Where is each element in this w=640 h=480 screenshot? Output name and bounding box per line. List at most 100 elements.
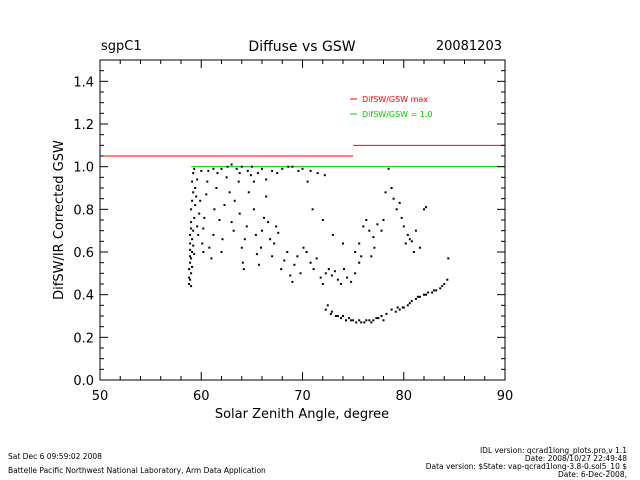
data-point bbox=[375, 317, 378, 320]
data-point bbox=[203, 216, 206, 219]
data-point bbox=[297, 169, 300, 172]
data-point bbox=[299, 272, 302, 275]
data-point bbox=[235, 167, 238, 170]
data-point bbox=[230, 221, 233, 224]
data-point bbox=[350, 280, 353, 283]
data-point bbox=[267, 221, 270, 224]
data-point bbox=[309, 261, 312, 264]
y-axis-label: DifSW/IR Corrected GSW bbox=[52, 140, 67, 300]
data-point bbox=[188, 268, 191, 271]
data-point bbox=[311, 208, 314, 211]
x-tick-label: 70 bbox=[294, 389, 311, 404]
data-point bbox=[333, 270, 336, 273]
data-point bbox=[363, 321, 366, 324]
data-point bbox=[271, 169, 274, 172]
data-point bbox=[191, 265, 194, 268]
data-point bbox=[416, 295, 419, 298]
data-point bbox=[281, 167, 284, 170]
data-point bbox=[395, 208, 398, 211]
data-point bbox=[286, 251, 289, 253]
data-point bbox=[261, 229, 263, 232]
y-tick-label: 0.8 bbox=[73, 203, 94, 218]
data-point bbox=[265, 178, 268, 181]
legend-label: DifSW/GSW = 1.0 bbox=[362, 110, 433, 119]
data-point bbox=[254, 233, 257, 236]
data-point bbox=[340, 283, 342, 285]
data-point bbox=[398, 308, 401, 311]
data-point bbox=[191, 238, 194, 241]
y-tick-label: 1.2 bbox=[73, 118, 94, 133]
data-point bbox=[406, 233, 409, 236]
data-point bbox=[276, 172, 279, 175]
data-point bbox=[358, 242, 361, 245]
data-point bbox=[252, 208, 255, 211]
data-point bbox=[372, 319, 375, 322]
data-point bbox=[319, 276, 322, 279]
data-point bbox=[324, 308, 327, 311]
data-point bbox=[220, 167, 223, 170]
data-point bbox=[212, 233, 215, 236]
data-point bbox=[194, 204, 197, 207]
data-point bbox=[238, 172, 241, 175]
data-point bbox=[343, 268, 345, 271]
data-point bbox=[190, 227, 193, 230]
data-point bbox=[410, 240, 413, 243]
data-point bbox=[331, 233, 334, 236]
data-point bbox=[396, 306, 399, 309]
data-point bbox=[321, 283, 324, 285]
data-point bbox=[230, 163, 233, 166]
data-point bbox=[287, 165, 290, 168]
data-point bbox=[358, 319, 361, 322]
data-point bbox=[191, 251, 194, 253]
data-point bbox=[394, 310, 397, 313]
axes bbox=[99, 59, 506, 381]
data-point bbox=[326, 304, 329, 307]
y-tick-label: 0.2 bbox=[73, 331, 94, 346]
data-point bbox=[192, 191, 195, 194]
data-point bbox=[315, 257, 318, 260]
data-point bbox=[277, 231, 280, 234]
footer-timestamp: Sat Dec 6 09:59:02 2008 bbox=[8, 452, 102, 461]
data-point bbox=[201, 242, 204, 245]
data-point bbox=[321, 219, 324, 221]
data-point bbox=[414, 229, 417, 232]
data-point bbox=[218, 219, 221, 221]
data-point bbox=[336, 315, 339, 317]
data-point bbox=[376, 223, 379, 226]
data-point bbox=[212, 167, 215, 170]
tick-labels: 50 60 70 80 90 0.0 0.2 0.4 0.6 0.8 1.0 1.2 1.4 bbox=[73, 75, 513, 404]
data-point bbox=[296, 255, 299, 258]
data-point bbox=[192, 229, 195, 232]
data-point bbox=[273, 242, 276, 245]
data-point bbox=[189, 261, 192, 264]
data-point bbox=[188, 276, 191, 279]
data-point bbox=[305, 251, 308, 253]
date-label: 20081203 bbox=[436, 39, 502, 54]
data-point bbox=[355, 321, 358, 324]
data-point bbox=[382, 319, 385, 322]
data-point bbox=[263, 216, 265, 219]
data-point bbox=[312, 268, 315, 271]
data-point bbox=[441, 285, 444, 288]
data-point bbox=[384, 191, 387, 194]
y-tick-label: 0.6 bbox=[73, 246, 94, 261]
data-point bbox=[291, 165, 294, 168]
reference-lines bbox=[100, 144, 505, 168]
data-point bbox=[324, 272, 327, 275]
data-point bbox=[189, 255, 192, 258]
data-point bbox=[390, 308, 393, 311]
x-tick-label: 90 bbox=[497, 389, 514, 404]
data-point bbox=[309, 169, 312, 172]
data-point bbox=[425, 293, 427, 296]
data-point bbox=[189, 233, 192, 236]
data-point bbox=[200, 169, 203, 172]
data-point bbox=[323, 174, 326, 177]
data-point bbox=[240, 165, 243, 168]
data-point bbox=[206, 180, 209, 183]
data-point bbox=[368, 319, 371, 322]
data-point bbox=[327, 268, 330, 271]
data-point bbox=[414, 297, 417, 300]
data-point bbox=[330, 274, 333, 277]
data-point bbox=[385, 312, 388, 315]
